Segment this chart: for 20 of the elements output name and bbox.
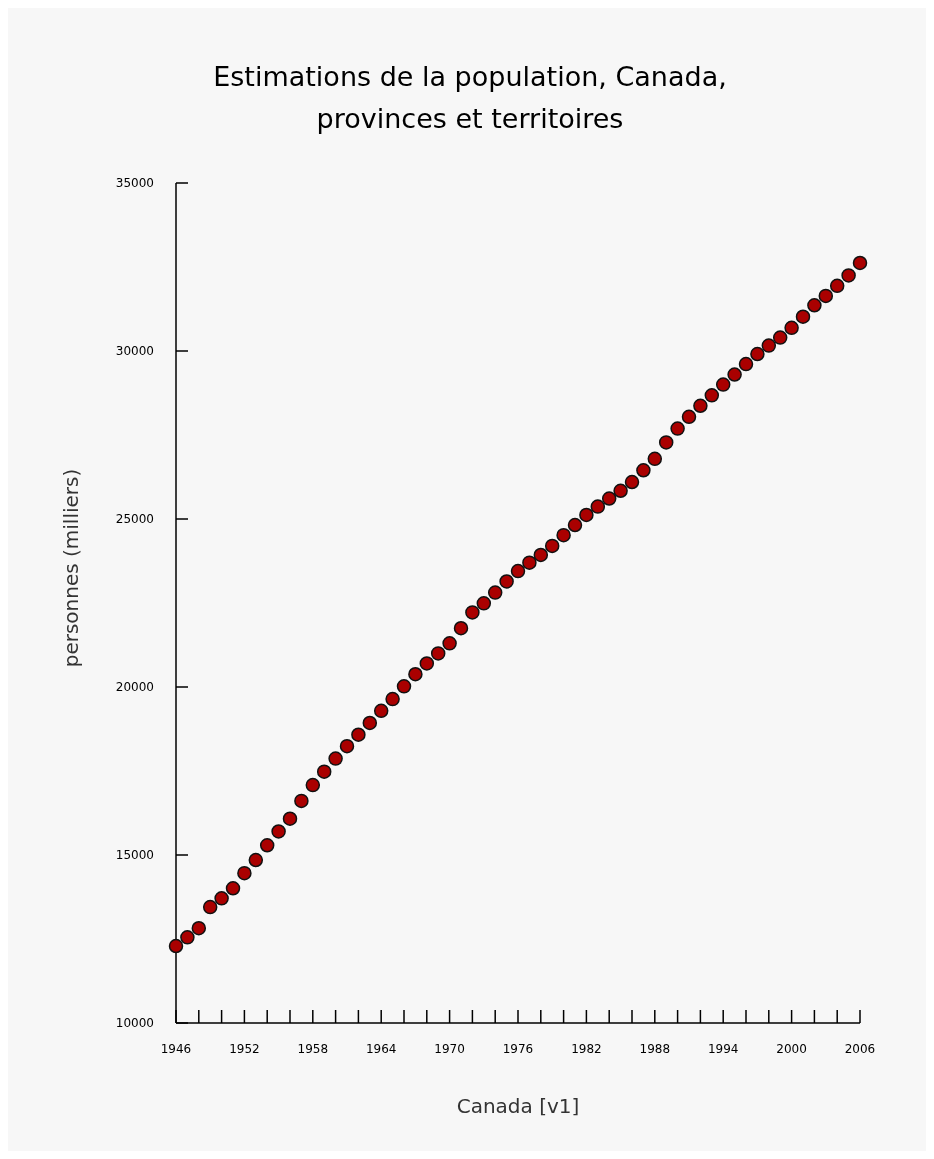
x-tick-label: 1976 [502, 1042, 534, 1056]
y-tick-label: 20000 [115, 680, 154, 694]
x-tick-label: 1970 [434, 1042, 465, 1056]
x-tick-label: 1994 [707, 1042, 739, 1056]
x-tick-label: 1988 [639, 1042, 671, 1056]
y-tick-label: 10000 [115, 1016, 154, 1030]
y-tick-label: 15000 [115, 848, 154, 862]
x-tick-label: 1958 [297, 1042, 329, 1056]
x-tick-label: 1982 [571, 1042, 602, 1056]
y-axis-title: personnes (milliers) [59, 468, 83, 668]
y-tick-label: 25000 [115, 512, 154, 526]
x-tick-label: 2000 [776, 1042, 807, 1056]
x-tick-label: 1952 [229, 1042, 260, 1056]
x-tick-label: 1964 [365, 1042, 397, 1056]
x-tick-label: 2006 [844, 1042, 876, 1056]
x-tick-label: 1946 [160, 1042, 192, 1056]
chart-title: Estimations de la population, Canada, provinces et territoires [213, 61, 727, 134]
y-tick-label: 30000 [115, 344, 154, 358]
x-axis-title: Canada [v1] [456, 1094, 580, 1118]
y-tick-label: 35000 [115, 176, 154, 190]
